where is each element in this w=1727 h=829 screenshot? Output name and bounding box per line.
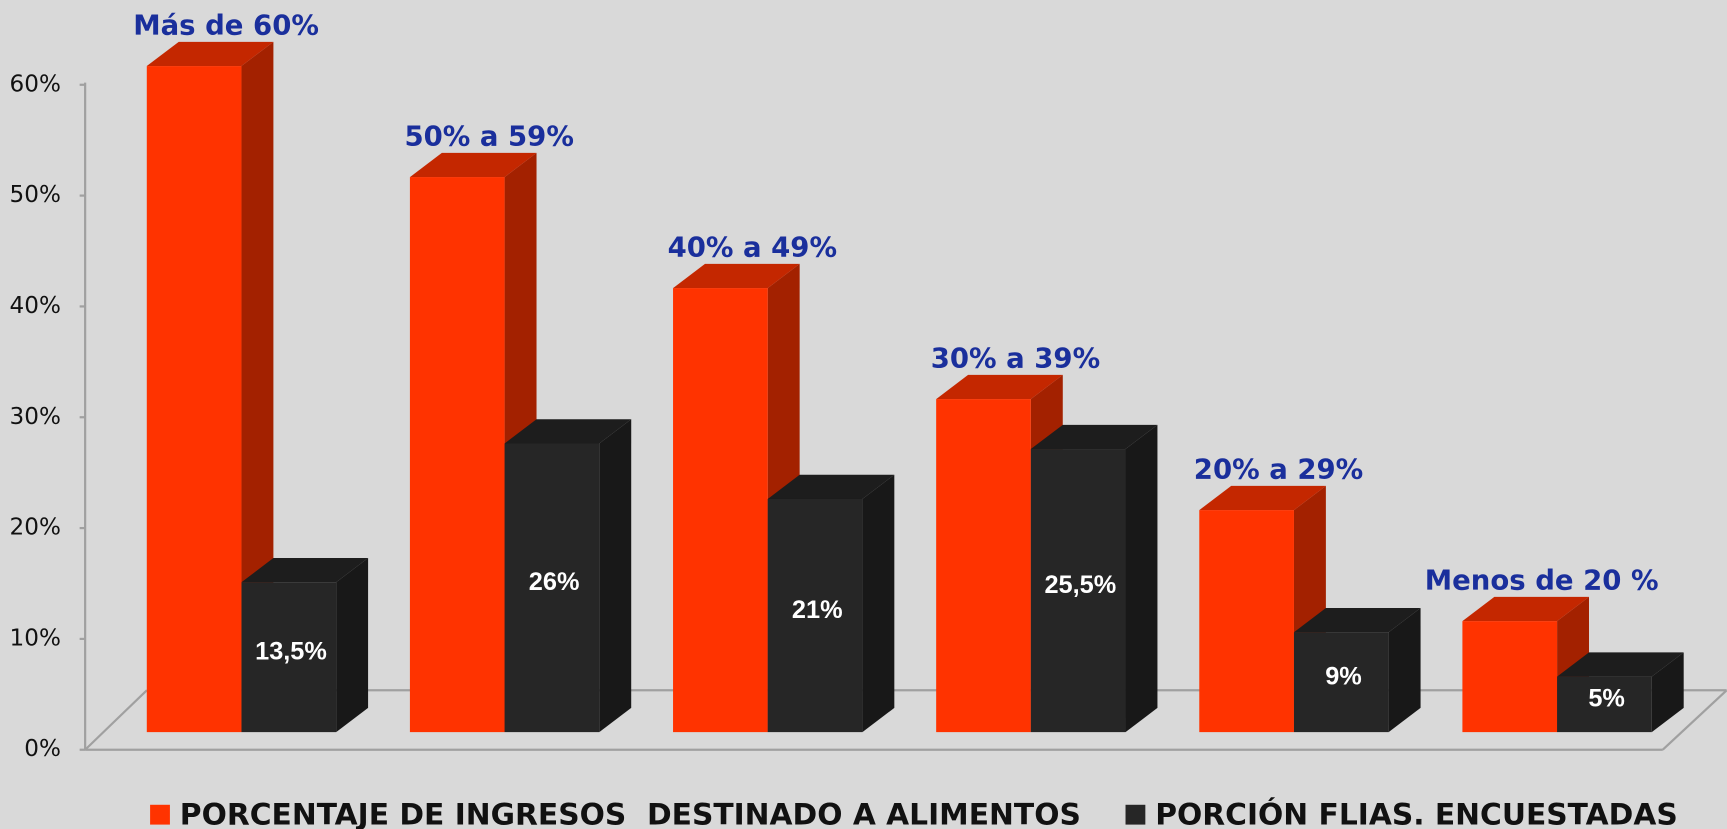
- bar-top: [409, 152, 537, 178]
- bar: [767, 498, 863, 733]
- legend-label: PORCIÓN FLIAS. ENCUESTADAS: [1155, 795, 1677, 829]
- category-label: Menos de 20 %: [1425, 564, 1659, 596]
- category-label: 50% a 59%: [404, 120, 573, 152]
- bar: [409, 177, 505, 733]
- bar: [936, 399, 1031, 733]
- floor-left: [84, 689, 148, 751]
- floor-right: [1662, 689, 1727, 751]
- value-label: 21%: [792, 596, 843, 624]
- category-label: 40% a 49%: [668, 231, 837, 263]
- legend-swatch: [1125, 804, 1146, 825]
- legend-swatch: [150, 804, 170, 825]
- bar-top: [241, 558, 369, 583]
- y-tick-label: 20%: [10, 515, 61, 541]
- bar-top: [1030, 424, 1158, 450]
- bar: [673, 288, 768, 733]
- value-label: 26%: [529, 568, 580, 596]
- y-tick-label: 10%: [10, 625, 61, 651]
- bar-top: [1557, 652, 1684, 677]
- bar-top: [767, 474, 895, 499]
- legend-label: PORCENTAJE DE INGRESOS DESTINADO A ALIME…: [180, 797, 1081, 829]
- y-tick-label: 60%: [10, 71, 61, 97]
- bar-top: [1462, 596, 1590, 622]
- bar-side: [336, 558, 369, 733]
- bar-top: [1293, 607, 1421, 633]
- bar: [146, 66, 242, 733]
- bar: [1293, 632, 1389, 733]
- bar-side: [1125, 424, 1158, 733]
- bar: [1030, 449, 1126, 733]
- y-tick-label: 50%: [10, 182, 61, 208]
- bar-side: [599, 419, 632, 733]
- bar: [1557, 676, 1652, 733]
- bar: [1462, 621, 1558, 733]
- category-label: 20% a 29%: [1194, 453, 1363, 485]
- value-label: 5%: [1588, 685, 1625, 713]
- y-tick-label: 40%: [10, 293, 61, 319]
- category-label: 30% a 39%: [931, 342, 1100, 374]
- bar-top: [1199, 485, 1326, 511]
- category-label: Más de 60%: [133, 9, 319, 41]
- value-label: 13,5%: [255, 637, 327, 665]
- bar-top: [936, 374, 1063, 400]
- bar-top: [673, 263, 800, 289]
- bar: [1199, 510, 1294, 733]
- value-label: 9%: [1325, 662, 1362, 690]
- value-label: 25,5%: [1044, 571, 1116, 599]
- bar-side: [862, 474, 895, 733]
- bar-side: [1651, 652, 1684, 733]
- y-tick-label: 0%: [24, 736, 61, 762]
- bar: [504, 443, 600, 733]
- bar-top: [146, 41, 274, 67]
- bar-side: [241, 41, 274, 733]
- bar-top: [504, 419, 632, 444]
- bar: [241, 582, 337, 733]
- bar-side: [1388, 607, 1421, 733]
- y-tick-label: 30%: [10, 404, 61, 430]
